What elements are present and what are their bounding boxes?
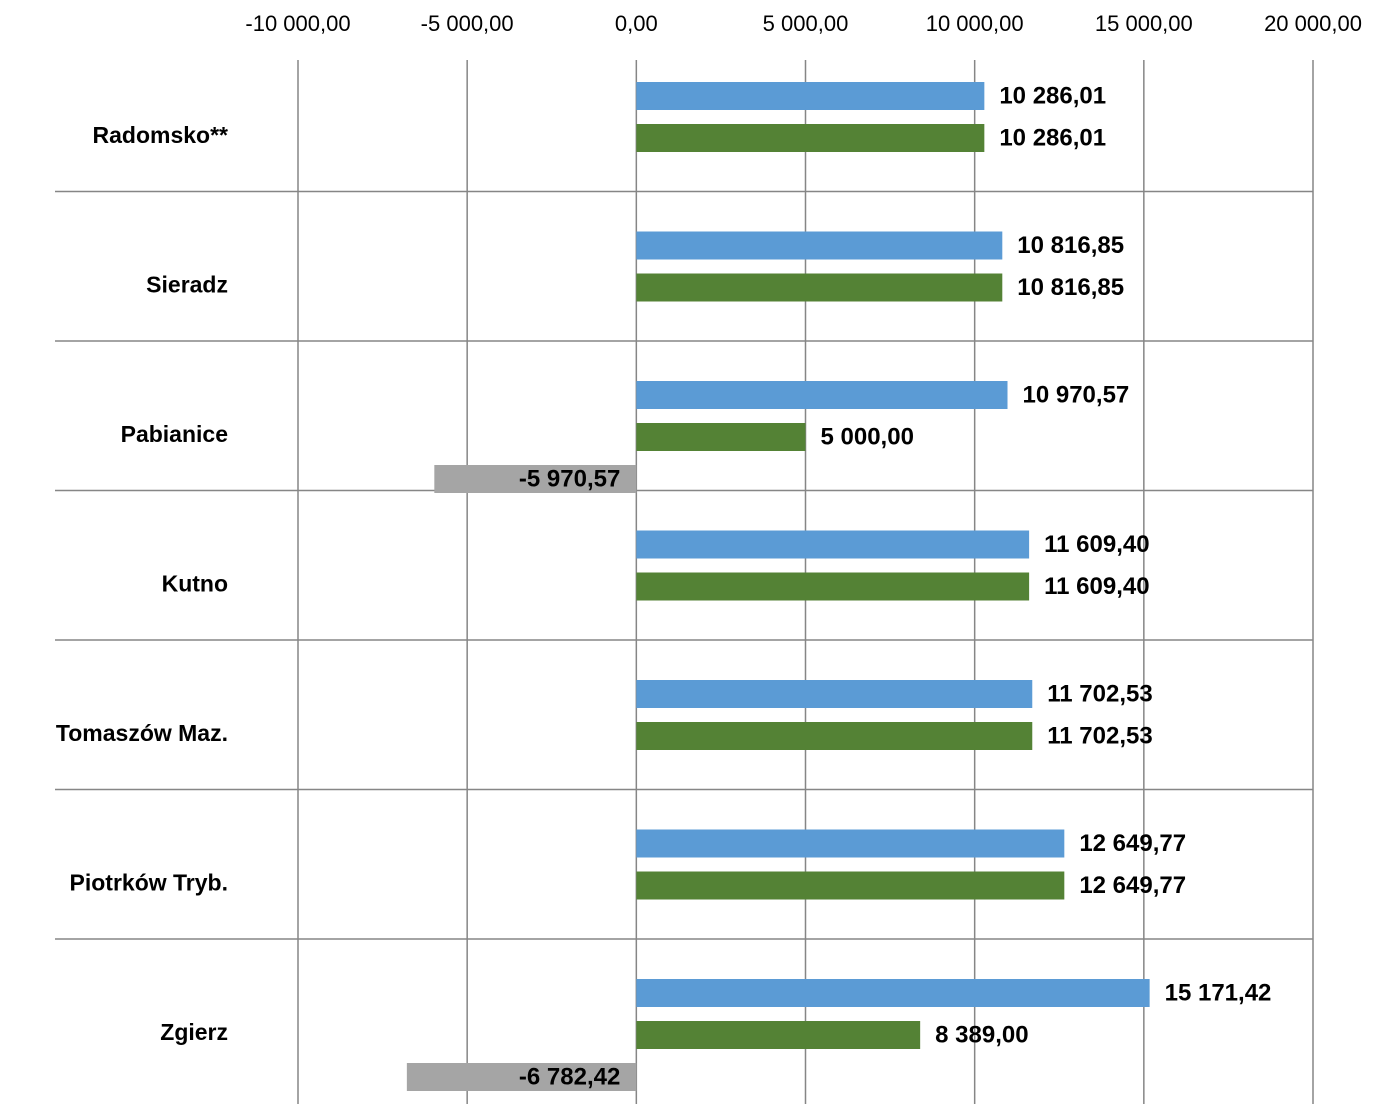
- data-label: 10 816,85: [1017, 232, 1124, 259]
- category-label: Sieradz: [146, 272, 228, 298]
- category-label: Kutno: [162, 571, 228, 597]
- x-tick-label: 15 000,00: [1095, 11, 1193, 36]
- bar: [636, 1021, 921, 1049]
- data-label: 11 702,53: [1047, 722, 1152, 749]
- data-label: -6 782,42: [519, 1063, 620, 1090]
- data-label: 12 649,77: [1079, 872, 1186, 899]
- data-label: 11 609,40: [1044, 531, 1149, 558]
- bar: [636, 381, 1008, 409]
- data-label: 11 609,40: [1044, 573, 1149, 600]
- data-label: 12 649,77: [1079, 830, 1186, 857]
- category-label: Piotrków Tryb.: [70, 870, 228, 896]
- category-label: Zgierz: [160, 1019, 228, 1045]
- bar: [636, 979, 1150, 1007]
- x-tick-label: 5 000,00: [763, 11, 849, 36]
- bar: [636, 530, 1030, 559]
- data-label: 5 000,00: [821, 423, 914, 450]
- category-label: Pabianice: [121, 421, 228, 447]
- x-tick-label: 20 000,00: [1264, 11, 1362, 36]
- bar: [636, 273, 1003, 302]
- x-tick-label: -10 000,00: [245, 11, 350, 36]
- data-label: 10 286,01: [999, 82, 1106, 109]
- data-label: 11 702,53: [1047, 680, 1152, 707]
- x-tick-label: 0,00: [615, 11, 658, 36]
- bar: [636, 231, 1003, 260]
- x-tick-label: -5 000,00: [421, 11, 514, 36]
- bar: [636, 124, 985, 152]
- bar: [636, 423, 806, 451]
- data-label: 10 286,01: [999, 124, 1106, 151]
- data-label: 15 171,42: [1165, 979, 1272, 1006]
- category-label: Tomaszów Maz.: [56, 720, 228, 746]
- bar: [636, 82, 985, 110]
- bar: [434, 465, 637, 493]
- bar: [636, 572, 1030, 601]
- category-label: Radomsko**: [93, 122, 229, 148]
- data-label: 8 389,00: [935, 1021, 1028, 1048]
- bar: [636, 871, 1065, 900]
- bar: [636, 680, 1033, 708]
- bar: [636, 722, 1033, 750]
- data-label: -5 970,57: [519, 465, 620, 492]
- bar: [636, 829, 1065, 858]
- data-label: 10 970,57: [1023, 381, 1130, 408]
- data-label: 10 816,85: [1017, 274, 1124, 301]
- x-tick-label: 10 000,00: [926, 11, 1024, 36]
- bar: [406, 1063, 637, 1091]
